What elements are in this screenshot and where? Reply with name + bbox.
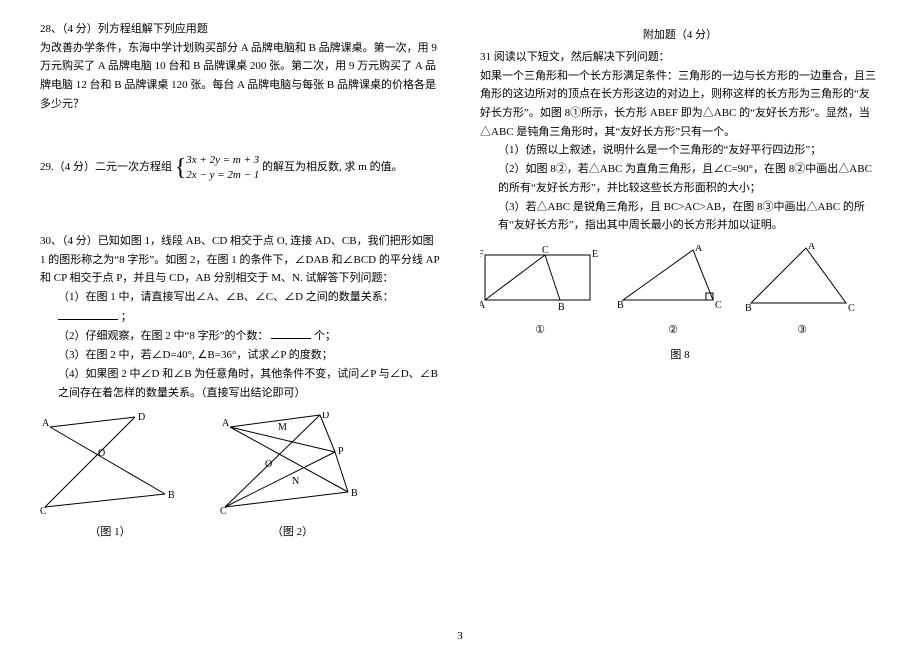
svg-text:D: D <box>322 412 329 421</box>
svg-text:P: P <box>338 446 344 457</box>
q29-eq1: 3x + 2y = m + 3 <box>186 153 259 167</box>
svg-text:A: A <box>695 245 703 254</box>
q28-header: 28、（4 分）列方程组解下列应用题 <box>40 20 440 39</box>
q29-system: { 3x + 2y = m + 3 2x − y = 2m − 1 <box>175 153 260 182</box>
q29: 29.（4 分）二元一次方程组 { 3x + 2y = m + 3 2x − y… <box>40 153 440 182</box>
svg-text:B: B <box>558 302 565 313</box>
fig8-1-wrap: F E A B C ① <box>480 245 600 340</box>
q29-prefix: 29.（4 分）二元一次方程组 <box>40 161 172 173</box>
q31-s1: （1）仿照以上叙述，说明什么是一个三角形的“友好平行四边形”； <box>498 141 880 160</box>
svg-text:B: B <box>746 303 752 314</box>
q29-suffix: 的解互为相反数, 求 m 的值。 <box>262 161 403 173</box>
q30-s3: （3）在图 2 中，若∠D=40°, ∠B=36°，试求∠P 的度数； <box>58 346 440 365</box>
svg-text:N: N <box>292 476 299 487</box>
fig8-circ2: ② <box>618 321 728 340</box>
svg-text:C: C <box>220 506 227 517</box>
right-column: 附加题（4 分） 31 阅读以下短文，然后解决下列问题： 如果一个三角形和一个长… <box>480 20 880 560</box>
q30-head: 30、（4 分）已知如图 1，线段 AB、CD 相交于点 O, 连接 AD、CB… <box>40 232 440 288</box>
svg-text:B: B <box>168 490 175 501</box>
brace-icon: { <box>175 156 187 180</box>
svg-text:B: B <box>618 300 624 311</box>
fig8-3-wrap: A B C ③ <box>746 243 858 340</box>
fig8-1-svg: F E A B C <box>480 245 600 315</box>
svg-text:E: E <box>592 249 598 260</box>
q31-head: 31 阅读以下短文，然后解决下列问题： <box>480 48 880 67</box>
fig8-2-wrap: A B C ② <box>618 245 728 340</box>
q28-body: 为改善办学条件，东海中学计划购买部分 A 品牌电脑和 B 品牌课桌。第一次，用 … <box>40 39 440 114</box>
fig30-2-wrap: A D M O P N C B （图 2） <box>220 412 365 542</box>
q30-s4: （4）如果图 2 中∠D 和∠B 为任意角时，其他条件不变，试问∠P 与∠D、∠… <box>58 365 440 402</box>
fig8-label: 图 8 <box>480 346 880 365</box>
q31-p1: 如果一个三角形和一个长方形满足条件：三角形的一边与长方形的一边重合，且三角形的这… <box>480 67 880 142</box>
q31-s2: （2）如图 8②，若△ABC 为直角三角形，且∠C=90°，在图 8②中画出△A… <box>498 160 880 197</box>
bonus-title: 附加题（4 分） <box>480 26 880 42</box>
q31: 31 阅读以下短文，然后解决下列问题： 如果一个三角形和一个长方形满足条件：三角… <box>480 48 880 364</box>
svg-text:A: A <box>808 243 816 252</box>
svg-text:C: C <box>542 245 549 256</box>
fig8-circ3: ③ <box>746 321 858 340</box>
svg-text:O: O <box>98 448 105 459</box>
q30-figures: A D O C B （图 1） <box>40 412 440 542</box>
q30-s1: （1）在图 1 中，请直接写出∠A、∠B、∠C、∠D 之间的数量关系： ； <box>58 288 440 326</box>
svg-text:O: O <box>265 459 272 470</box>
fig8-2-svg: A B C <box>618 245 728 315</box>
fig30-2-label: （图 2） <box>220 523 365 542</box>
left-column: 28、（4 分）列方程组解下列应用题 为改善办学条件，东海中学计划购买部分 A … <box>40 20 440 560</box>
q28: 28、（4 分）列方程组解下列应用题 为改善办学条件，东海中学计划购买部分 A … <box>40 20 440 113</box>
fig30-1-wrap: A D O C B （图 1） <box>40 412 180 542</box>
page-number: 3 <box>457 630 463 642</box>
q30-s2: （2）仔细观察，在图 2 中“8 字形”的个数： 个； <box>58 326 440 346</box>
svg-text:B: B <box>351 488 358 499</box>
svg-text:C: C <box>40 506 47 517</box>
fig30-1-label: （图 1） <box>40 523 180 542</box>
svg-text:F: F <box>480 249 484 260</box>
svg-text:M: M <box>278 422 287 433</box>
q30-s2-post: 个； <box>314 330 336 342</box>
q30-s2-blank <box>271 326 311 339</box>
q29-eq2: 2x − y = 2m − 1 <box>186 168 259 182</box>
svg-text:C: C <box>715 300 722 311</box>
svg-text:A: A <box>222 418 230 429</box>
fig8-row: F E A B C ① A <box>480 243 880 340</box>
svg-text:A: A <box>480 300 486 311</box>
q30-s1-blank <box>58 307 118 320</box>
q30-s1-post: ； <box>121 311 132 323</box>
fig30-2-svg: A D M O P N C B <box>220 412 365 517</box>
svg-text:C: C <box>848 303 855 314</box>
q30-s1-pre: （1）在图 1 中，请直接写出∠A、∠B、∠C、∠D 之间的数量关系： <box>58 291 394 303</box>
fig8-3-svg: A B C <box>746 243 858 315</box>
fig30-1-svg: A D O C B <box>40 412 180 517</box>
fig8-circ1: ① <box>480 321 600 340</box>
svg-text:A: A <box>42 418 50 429</box>
q30-s2-pre: （2）仔细观察，在图 2 中“8 字形”的个数： <box>58 330 269 342</box>
q30: 30、（4 分）已知如图 1，线段 AB、CD 相交于点 O, 连接 AD、CB… <box>40 232 440 542</box>
svg-text:D: D <box>138 412 145 423</box>
q31-s3: （3）若△ABC 是锐角三角形，且 BC>AC>AB，在图 8③中画出△ABC … <box>498 198 880 235</box>
